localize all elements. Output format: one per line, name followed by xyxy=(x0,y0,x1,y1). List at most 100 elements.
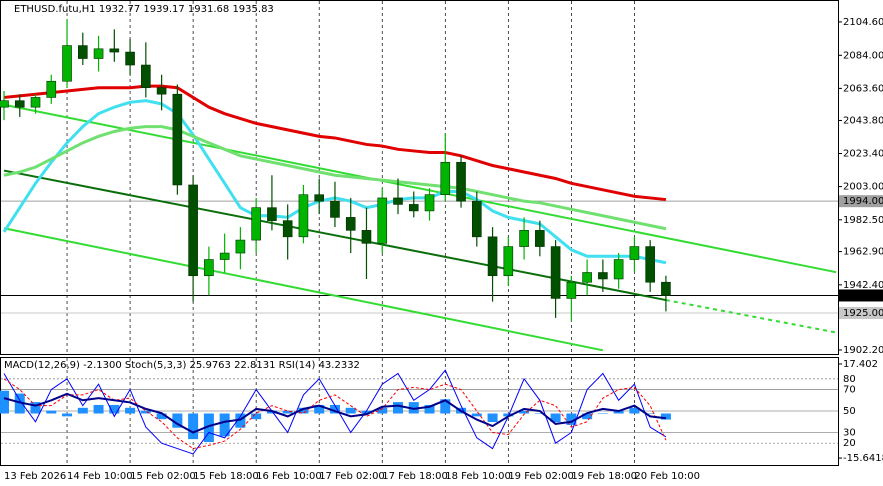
histogram-bar xyxy=(393,402,403,414)
histogram-bar xyxy=(314,404,325,414)
histogram-bar xyxy=(361,410,372,414)
candle-body xyxy=(93,48,104,59)
y-tick-label: 2104.60 xyxy=(843,17,883,28)
histogram-bar xyxy=(219,413,230,437)
candle-body xyxy=(456,161,466,202)
histogram-bar xyxy=(251,413,262,420)
candle-body xyxy=(141,64,151,89)
y-tick-label: 1942.40 xyxy=(843,280,883,291)
histogram-bar xyxy=(0,390,9,414)
candle-body xyxy=(613,259,624,280)
histogram-bar xyxy=(93,404,104,414)
candle-body xyxy=(377,197,388,244)
candle-body xyxy=(598,272,608,280)
candle-body xyxy=(125,51,135,66)
histogram-bar xyxy=(298,407,309,414)
candle-body xyxy=(0,100,9,108)
candle-body xyxy=(156,87,167,95)
x-tick-label: 14 Feb 10:00 xyxy=(67,471,133,482)
histogram-bar xyxy=(377,407,388,414)
x-tick-label: 20 Feb 10:00 xyxy=(634,471,700,482)
histogram-bar xyxy=(282,410,293,414)
x-tick-label: 17 Feb 02:00 xyxy=(319,471,385,482)
indicator-line xyxy=(3,369,667,455)
histogram-bar xyxy=(424,404,435,414)
histogram-bar xyxy=(613,410,624,414)
histogram-bar xyxy=(46,410,57,414)
histogram-bar xyxy=(156,413,167,420)
price-tag-label: 1994.00 xyxy=(843,196,883,207)
histogram-bar xyxy=(471,413,482,417)
candle-body xyxy=(519,230,529,247)
candle-body xyxy=(235,239,246,254)
candle-body xyxy=(219,252,230,260)
y-tick-label: 1982.50 xyxy=(843,215,883,226)
histogram-bar xyxy=(487,413,498,423)
y-tick-label: 1962.90 xyxy=(843,247,883,258)
y-tick-label: 2063.60 xyxy=(843,83,883,94)
histogram-bar xyxy=(440,399,451,414)
x-tick-label: 19 Feb 18:00 xyxy=(571,471,637,482)
y2-tick-label: 17.402 xyxy=(843,359,878,370)
histogram-bar xyxy=(203,413,214,442)
y-tick-label: 2003.00 xyxy=(843,182,883,193)
histogram-bar xyxy=(629,407,640,414)
candle-body xyxy=(629,246,640,260)
candle-body xyxy=(566,281,577,299)
histogram-bar xyxy=(140,410,151,414)
price-tag xyxy=(839,289,883,302)
price-tag-label: 1925.00 xyxy=(843,308,883,319)
candle-body xyxy=(30,97,41,108)
x-tick-label: 15 Feb 18:00 xyxy=(193,471,259,482)
indicator-title: MACD(12,26,9) -2.1300 Stoch(5,3,3) 25.97… xyxy=(4,360,360,371)
y-tick-label: 50 xyxy=(843,406,856,417)
histogram-bar xyxy=(597,413,608,415)
x-tick-label: 19 Feb 02:00 xyxy=(508,471,574,482)
chart-title: ETHUSD.futu,H1 1932.77 1939.17 1931.68 1… xyxy=(14,4,274,15)
y-tick-label: 80 xyxy=(843,374,856,385)
price-tag xyxy=(839,195,883,208)
histogram-bar xyxy=(77,407,88,414)
x-tick-label: 13 Feb 2026 xyxy=(4,471,66,482)
candle-body xyxy=(424,194,435,212)
trendline xyxy=(3,103,837,274)
candle-body xyxy=(78,45,88,59)
candle-body xyxy=(204,259,214,277)
histogram-bar xyxy=(566,413,577,425)
indicator-panel xyxy=(0,357,839,466)
x-tick-label: 17 Feb 18:00 xyxy=(382,471,448,482)
candle-body xyxy=(267,207,277,221)
histogram-bar xyxy=(30,402,41,414)
candle-body xyxy=(535,230,545,247)
histogram-bar xyxy=(266,410,277,414)
histogram-bar xyxy=(109,404,120,414)
histogram-bar xyxy=(550,413,561,423)
candle-body xyxy=(393,197,403,205)
y-tick-label: 2023.40 xyxy=(843,149,883,160)
histogram-bar xyxy=(14,393,25,414)
candle-body xyxy=(550,246,561,299)
candle-body xyxy=(62,45,72,82)
moving-average xyxy=(3,125,667,231)
histogram-bar xyxy=(534,413,545,415)
candle-body xyxy=(471,200,482,238)
y-tick-label: 70 xyxy=(843,385,856,396)
candle-body xyxy=(330,200,340,218)
candle-body xyxy=(46,80,57,98)
candle-body xyxy=(172,93,183,186)
candle-body xyxy=(298,194,309,238)
candle-body xyxy=(487,236,498,277)
candle-body xyxy=(503,246,514,277)
x-tick-label: 18 Feb 10:00 xyxy=(445,471,511,482)
candle-body xyxy=(282,220,293,238)
histogram-bar xyxy=(519,410,530,414)
histogram-bar xyxy=(125,407,136,414)
x-tick-label: 16 Feb 10:00 xyxy=(256,471,322,482)
x-tick-label: 15 Feb 02:00 xyxy=(130,471,196,482)
histogram-bar xyxy=(329,404,340,414)
y-tick-label: 2084.00 xyxy=(843,50,883,61)
histogram-bar xyxy=(172,413,183,428)
